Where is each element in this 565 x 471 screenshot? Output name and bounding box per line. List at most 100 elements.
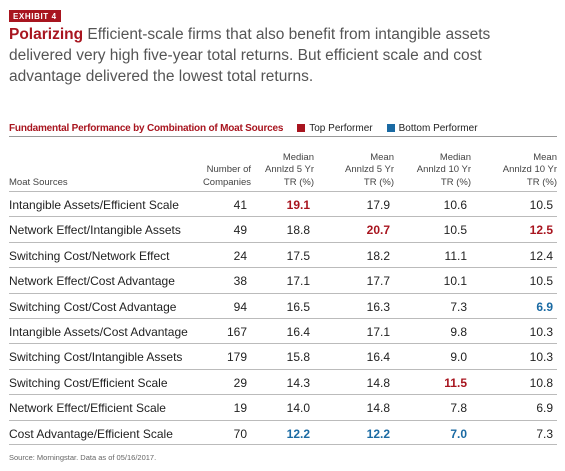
header-moat-sources: Moat Sources <box>9 176 68 188</box>
company-count: 167 <box>226 324 247 339</box>
company-count: 70 <box>233 426 247 441</box>
header-line: Annlzd 5 Yr <box>265 164 314 175</box>
top-rule <box>9 136 557 137</box>
mean-5yr-cell: 14.8 <box>366 401 390 416</box>
table-row: Intangible Assets/Efficient Scale 41 19.1 1… <box>9 191 557 216</box>
mean-5yr-cell: 14.8 <box>366 375 390 390</box>
mean-10yr-cell: 12.5 <box>529 223 553 238</box>
table-row: Switching Cost/Efficient Scale 29 14.3 14.8… <box>9 368 557 394</box>
table-header: Moat Sources Number of Companies Median An… <box>9 143 557 189</box>
company-count: 41 <box>233 198 247 212</box>
company-count: 24 <box>233 248 247 263</box>
table-body: Intangible Assets/Efficient Scale 41 19.1 1… <box>9 191 557 445</box>
header-median-5yr: Median Annlzd 5 Yr TR (%) <box>265 152 314 190</box>
median-5yr-cell: 18.8 <box>286 223 310 238</box>
legend-bottom-label: Bottom Performer <box>398 122 478 134</box>
header-count: Number of Companies <box>203 164 251 189</box>
median-10yr-cell: 10.6 <box>443 198 467 212</box>
moat-source-cell: Intangible Assets/Cost Advantage <box>9 324 188 339</box>
moat-source-cell: Switching Cost/Cost Advantage <box>9 299 177 314</box>
mean-10yr-cell: 10.5 <box>529 198 553 212</box>
mean-5yr-cell: 18.2 <box>366 248 390 263</box>
moat-source-cell: Network Effect/Efficient Scale <box>9 401 166 416</box>
source-note: Source: Morningstar. Data as of 05/16/20… <box>9 453 157 462</box>
median-10yr-cell: 7.8 <box>450 401 467 416</box>
moat-source-cell: Network Effect/Cost Advantage <box>9 274 175 289</box>
company-count: 38 <box>233 274 247 289</box>
table-row: Network Effect/Intangible Assets 49 18.8 20… <box>9 216 557 241</box>
table-row: Switching Cost/Network Effect 24 17.5 18.2 1… <box>9 241 557 267</box>
header-line: Median <box>439 151 471 163</box>
header-line: TR (%) <box>363 176 394 188</box>
legend-bottom-swatch <box>386 124 395 132</box>
mean-10yr-cell: 6.9 <box>536 299 553 314</box>
mean-10yr-cell: 6.9 <box>536 401 553 416</box>
company-count: 179 <box>226 350 247 365</box>
mean-5yr-cell: 17.7 <box>366 274 390 289</box>
mean-10yr-cell: 10.3 <box>529 324 553 339</box>
company-count: 49 <box>233 223 247 238</box>
median-10yr-cell: 11.1 <box>444 248 467 263</box>
median-5yr-cell: 16.5 <box>286 299 310 314</box>
mean-10yr-cell: 10.3 <box>529 350 553 365</box>
table-row: Switching Cost/Cost Advantage 94 16.5 16.3 7… <box>9 292 557 318</box>
mean-5yr-cell: 12.2 <box>366 426 390 441</box>
median-5yr-cell: 19.1 <box>286 198 310 212</box>
mean-5yr-cell: 17.1 <box>366 324 390 339</box>
moat-source-cell: Switching Cost/Network Effect <box>9 248 170 263</box>
headline-lead: Polarizing <box>9 26 84 43</box>
mean-5yr-cell: 20.7 <box>366 223 390 238</box>
mean-5yr-cell: 17.9 <box>366 198 390 212</box>
header-line: Mean <box>533 151 557 163</box>
median-5yr-cell: 12.2 <box>286 426 310 441</box>
exhibit-label: EXHIBIT 4 <box>9 10 61 22</box>
median-10yr-cell: 9.8 <box>450 324 467 339</box>
median-10yr-cell: 9.0 <box>450 350 467 365</box>
moat-source-cell: Cost Advantage/Efficient Scale <box>9 426 173 441</box>
legend-top-label: Top Performer <box>309 122 373 134</box>
company-count: 94 <box>233 299 247 314</box>
table-row: Switching Cost/Intangible Assets 179 15.8 1… <box>9 343 557 368</box>
legend-bottom: Bottom Performer <box>386 122 478 134</box>
mean-5yr-cell: 16.3 <box>366 299 390 314</box>
mean-5yr-cell: 16.4 <box>366 350 390 365</box>
header-line: TR (%) <box>283 176 314 188</box>
mean-10yr-cell: 10.8 <box>529 375 553 390</box>
header-mean-5yr: Mean Annlzd 5 Yr TR (%) <box>345 152 394 190</box>
moat-source-cell: Switching Cost/Intangible Assets <box>9 350 183 365</box>
header-line: TR (%) <box>526 176 557 188</box>
moat-source-cell: Intangible Assets/Efficient Scale <box>9 198 179 212</box>
median-5yr-cell: 17.5 <box>286 248 310 263</box>
headline-text: Efficient-scale firms that also benefit … <box>9 26 491 85</box>
header-line: Mean <box>370 151 394 163</box>
table-row: Intangible Assets/Cost Advantage 167 16.4 1… <box>9 317 557 343</box>
table-row: Network Effect/Efficient Scale 19 14.0 14.8… <box>9 394 557 419</box>
header-mean-10yr: Mean Annlzd 10 Yr TR (%) <box>503 152 557 190</box>
median-10yr-cell: 10.5 <box>443 223 467 238</box>
table-row: Cost Advantage/Efficient Scale 70 12.2 12.2… <box>9 419 557 445</box>
header-line: Median <box>282 151 314 163</box>
median-5yr-cell: 16.4 <box>286 324 310 339</box>
median-5yr-cell: 15.8 <box>286 350 310 365</box>
header-line: Number of <box>206 164 251 175</box>
headline: Polarizing Efficient-scale firms that al… <box>9 24 557 87</box>
company-count: 19 <box>233 401 247 416</box>
mean-10yr-cell: 12.4 <box>529 248 553 263</box>
table-title-row: Fundamental Performance by Combination o… <box>9 121 557 135</box>
mean-10yr-cell: 7.3 <box>536 426 553 441</box>
company-count: 29 <box>233 375 247 390</box>
median-5yr-cell: 14.3 <box>286 375 310 390</box>
header-line: Annlzd 5 Yr <box>345 164 394 175</box>
median-5yr-cell: 17.1 <box>286 274 310 289</box>
header-line: Annlzd 10 Yr <box>502 164 557 175</box>
mean-10yr-cell: 10.5 <box>529 274 553 289</box>
header-line: Annlzd 10 Yr <box>416 164 471 175</box>
median-5yr-cell: 14.0 <box>286 401 310 416</box>
header-line: TR (%) <box>440 176 471 188</box>
header-median-10yr: Median Annlzd 10 Yr TR (%) <box>417 152 471 190</box>
median-10yr-cell: 11.5 <box>444 375 467 390</box>
legend-top: Top Performer <box>297 122 373 134</box>
moat-source-cell: Network Effect/Intangible Assets <box>9 223 181 238</box>
moat-source-cell: Switching Cost/Efficient Scale <box>9 375 168 390</box>
median-10yr-cell: 7.3 <box>450 299 467 314</box>
